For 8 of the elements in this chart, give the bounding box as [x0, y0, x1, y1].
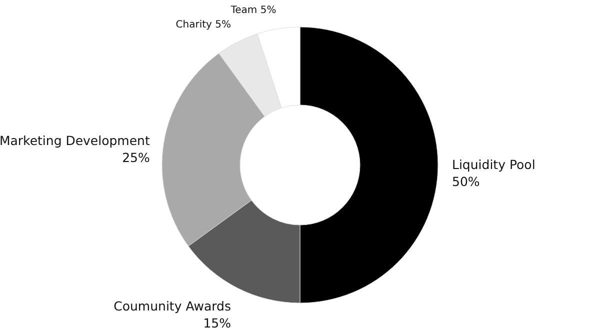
data-label: 15% [203, 315, 232, 330]
slice-label: Liquidity Pool [452, 157, 536, 172]
slice-label: Marketing Development [0, 133, 150, 148]
data-label: 25% [122, 150, 150, 166]
slice-label: Team 5% [230, 4, 276, 16]
slice-label: Charity 5% [176, 20, 231, 31]
slice-label: Coumunity Awards [114, 298, 231, 314]
data-label: 50% [452, 174, 480, 189]
